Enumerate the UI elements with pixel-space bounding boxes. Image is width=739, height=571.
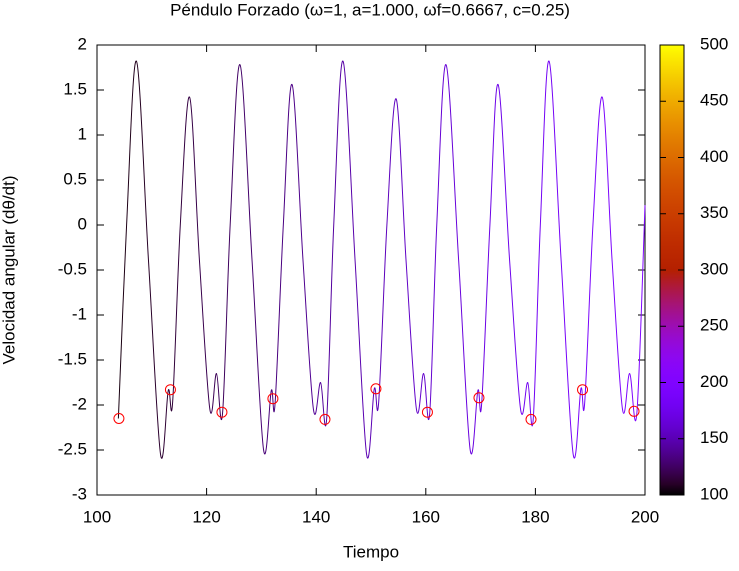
poincare-point — [267, 393, 279, 405]
y-tick-label: -2.5 — [58, 439, 87, 458]
colorbar-tick-label: 250 — [700, 316, 728, 335]
poincare-point — [628, 405, 640, 417]
y-tick-label: 0.5 — [63, 169, 87, 188]
poincare-point — [577, 384, 589, 396]
poincare-point — [319, 413, 331, 425]
x-axis-label: Tiempo — [343, 542, 399, 561]
poincare-point — [421, 406, 433, 418]
colorbar-tick-label: 100 — [700, 484, 728, 503]
y-tick-label: -2 — [72, 394, 87, 413]
colorbar-tick-label: 500 — [700, 34, 728, 53]
poincare-point — [164, 384, 176, 396]
colorbar-tick-label: 300 — [700, 259, 728, 278]
x-tick-label: 180 — [521, 507, 549, 526]
x-tick-label: 140 — [302, 507, 330, 526]
colorbar-tick-label: 450 — [700, 91, 728, 110]
x-tick-label: 100 — [83, 507, 111, 526]
poincare-point — [370, 383, 382, 395]
y-axis-label: Velocidad angular (dθ/dt) — [0, 175, 18, 364]
poincare-point — [473, 392, 485, 404]
poincare-point — [113, 413, 125, 424]
x-tick-label: 120 — [192, 507, 220, 526]
y-tick-label: -1.5 — [58, 349, 87, 368]
y-tick-label: 0 — [78, 214, 87, 233]
poincare-point — [525, 413, 537, 425]
y-tick-label: -3 — [72, 484, 87, 503]
colorbar-tick-label: 400 — [700, 147, 728, 166]
colorbar-tick-label: 150 — [700, 428, 728, 447]
colorbar-tick-label: 200 — [700, 372, 728, 391]
data-line — [117, 60, 646, 459]
chart-title: Péndulo Forzado (ω=1, a=1.000, ωf=0.6667… — [170, 0, 570, 19]
x-tick-label: 200 — [631, 507, 659, 526]
poincare-point — [216, 406, 228, 418]
x-tick-label: 160 — [412, 507, 440, 526]
y-tick-label: -1 — [72, 304, 87, 323]
y-tick-label: 1 — [78, 124, 87, 143]
y-tick-label: 2 — [78, 34, 87, 53]
colorbar-tick-label: 350 — [700, 203, 728, 222]
y-tick-label: -0.5 — [58, 259, 87, 278]
y-tick-label: 1.5 — [63, 79, 87, 98]
